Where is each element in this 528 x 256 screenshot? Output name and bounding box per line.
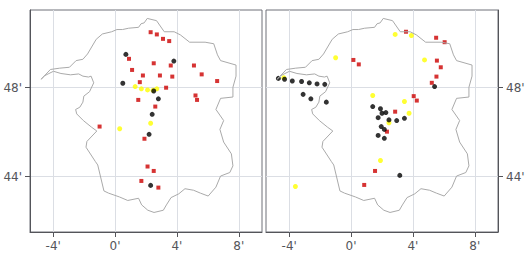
svg-text:-4': -4'	[46, 239, 61, 253]
svg-text:4': 4'	[171, 239, 182, 253]
svg-text:8': 8'	[469, 239, 480, 253]
svg-text:-4': -4'	[282, 239, 297, 253]
svg-text:44': 44'	[3, 170, 22, 184]
svg-text:0': 0'	[346, 239, 357, 253]
svg-text:4': 4'	[407, 239, 418, 253]
svg-text:48': 48'	[3, 81, 22, 95]
svg-text:0': 0'	[110, 239, 121, 253]
svg-text:8': 8'	[233, 239, 244, 253]
svg-text:44': 44'	[506, 170, 525, 184]
svg-text:48': 48'	[506, 81, 525, 95]
